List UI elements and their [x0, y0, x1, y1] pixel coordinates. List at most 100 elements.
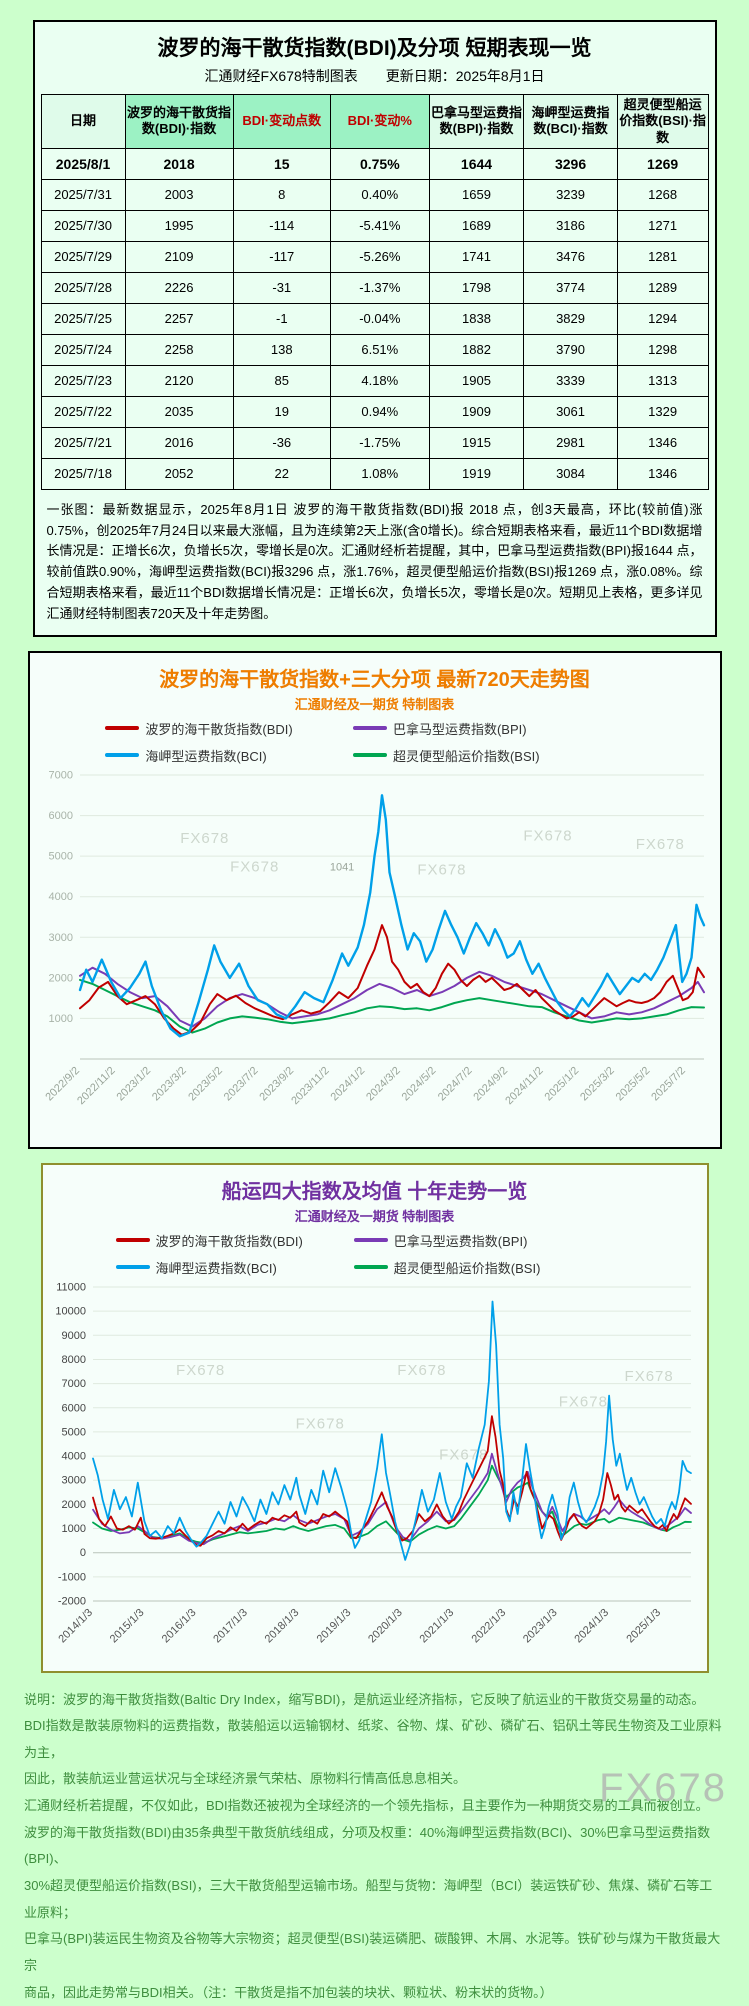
svg-text:FX678: FX678 — [176, 1361, 225, 1378]
svg-text:2015/1/3: 2015/1/3 — [107, 1606, 146, 1645]
notes-text: 说明：波罗的海干散货指数(Baltic Dry Index，缩写BDI)，是航运… — [14, 1673, 735, 2006]
table-cell: -114 — [232, 209, 331, 242]
table-cell: 3239 — [523, 178, 618, 211]
chart-10y-legend: 波罗的海干散货指数(BDI) 巴拿马型运费指数(BPI) 海岬型运费指数(BCI) 超… — [115, 1231, 634, 1277]
table-row: 2025/7/18 2052 22 1.08% 1919 3084 1346 — [40, 457, 709, 490]
legend-label: 海岬型运费指数(BCI) — [155, 1260, 277, 1276]
chart-720-legend: 波罗的海干散货指数(BDI) 巴拿马型运费指数(BPI) 海岬型运费指数(BCI) 超… — [105, 719, 643, 765]
chart-720-title: 波罗的海干散货指数+三大分项 最新720天走势图 — [159, 668, 590, 691]
svg-text:2025/3/2: 2025/3/2 — [578, 1064, 617, 1103]
legend-line-swatch — [353, 1265, 388, 1270]
svg-text:2024/3/2: 2024/3/2 — [364, 1064, 403, 1103]
svg-text:2023/1/2: 2023/1/2 — [114, 1064, 153, 1103]
table-cell: 2025/7/25 — [40, 302, 126, 335]
table-row: 2025/7/23 2120 85 4.18% 1905 3339 1313 — [40, 364, 709, 397]
legend-item: 波罗的海干散货指数(BDI) — [115, 1231, 354, 1250]
svg-text:FX678: FX678 — [635, 835, 684, 852]
page-title: 波罗的海干散货指数(BDI)及分项 短期表现一览 — [157, 37, 592, 60]
table-cell: 1268 — [616, 178, 709, 211]
table-row: 2025/7/21 2016 -36 -1.75% 1915 2981 1346 — [40, 426, 709, 459]
column-header: 超灵便型船运价指数(BSI)·指数 — [616, 94, 709, 149]
table-header: 日期 波罗的海干散货指数(BDI)·指数 BDI·变动点数 BDI·变动% 巴拿马型运费… — [40, 94, 709, 149]
table-cell: 0.75% — [329, 147, 430, 180]
table-cell: 1644 — [428, 147, 525, 180]
legend-label: 巴拿马型运费指数(BPI) — [393, 1233, 528, 1249]
table-cell: 3061 — [523, 395, 618, 428]
chart-720-section: 波罗的海干散货指数+三大分项 最新720天走势图 汇通财经及一期货 特制图表 波… — [27, 650, 722, 1149]
svg-text:FX678: FX678 — [624, 1368, 673, 1385]
svg-text:2025/5/2: 2025/5/2 — [613, 1064, 652, 1103]
table-cell: 1915 — [428, 426, 525, 459]
chart-10y-section: 船运四大指数及均值 十年走势一览 汇通财经及一期货 特制图表 波罗的海干散货指数… — [40, 1162, 709, 1673]
table-cell: 1995 — [124, 209, 234, 242]
table-cell: 0.40% — [329, 178, 430, 211]
table-cell: 15 — [232, 147, 331, 180]
table-cell: 1659 — [428, 178, 525, 211]
table-cell: 1298 — [616, 333, 709, 366]
legend-label: 波罗的海干散货指数(BDI) — [145, 721, 293, 737]
legend-line-swatch — [352, 753, 387, 758]
table-cell: 1313 — [616, 364, 709, 397]
svg-text:2016/1/3: 2016/1/3 — [159, 1606, 198, 1645]
table-cell: 2016 — [124, 426, 234, 459]
fx678-watermark: FX678 — [599, 1766, 727, 1810]
legend-line-swatch — [105, 726, 140, 731]
table-cell: 1838 — [428, 302, 525, 335]
svg-text:2023/7/2: 2023/7/2 — [221, 1064, 260, 1103]
table-cell: 1919 — [428, 457, 525, 490]
short-term-table-section: 波罗的海干散货指数(BDI)及分项 短期表现一览 汇通财经FX678特制图表 更新… — [32, 20, 717, 637]
table-row: 2025/7/25 2257 -1 -0.04% 1838 3829 1294 — [40, 302, 709, 335]
note-line: BDI指数是散装原物料的运费指数，散装船运以运输钢材、纸浆、谷物、煤、矿砂、磷矿… — [24, 1718, 722, 1760]
svg-text:FX678: FX678 — [417, 861, 466, 878]
table-cell: 2025/7/18 — [40, 457, 126, 490]
table-row: 2025/7/29 2109 -117 -5.26% 1741 3476 1281 — [40, 240, 709, 273]
table-cell: 1741 — [428, 240, 525, 273]
note-line: 波罗的海干散货指数(BDI)由35条典型干散货航线组成，分项及权重：40%海岬型… — [24, 1824, 711, 1867]
table-cell: 0.94% — [329, 395, 430, 428]
column-header: 波罗的海干散货指数(BDI)·指数 — [124, 94, 234, 149]
table-cell: 3476 — [523, 240, 618, 273]
table-cell: -5.26% — [329, 240, 430, 273]
svg-text:2000: 2000 — [48, 972, 72, 984]
svg-text:2017/1/3: 2017/1/3 — [211, 1606, 250, 1645]
legend-line-swatch — [115, 1238, 150, 1243]
legend-line-swatch — [105, 753, 140, 758]
table-row: 2025/8/1 2018 15 0.75% 1644 3296 1269 — [40, 147, 709, 180]
legend-line-swatch — [353, 1238, 388, 1243]
table-cell: 19 — [232, 395, 331, 428]
table-cell: 1909 — [428, 395, 525, 428]
table-cell: 1289 — [616, 271, 709, 304]
svg-text:2023/11/2: 2023/11/2 — [289, 1064, 332, 1107]
svg-text:2024/5/2: 2024/5/2 — [399, 1064, 438, 1103]
legend-label: 海岬型运费指数(BCI) — [145, 748, 267, 764]
table-cell: 138 — [232, 333, 331, 366]
table-cell: 1905 — [428, 364, 525, 397]
summary-text: 一张图：最新数据显示，2025年8月1日 波罗的海干散货指数(BDI)报 201… — [46, 501, 703, 621]
note-line: 商品，因此走势常与BDI相关。（注：干散货是指不加包装的块状、颗粒状、粉末状的货… — [24, 1984, 553, 2000]
table-cell: 3084 — [523, 457, 618, 490]
svg-text:2023/5/2: 2023/5/2 — [186, 1064, 225, 1103]
svg-text:7000: 7000 — [61, 1378, 85, 1390]
svg-text:FX678: FX678 — [439, 1446, 488, 1463]
bdi-short-term-table: 日期 波罗的海干散货指数(BDI)·指数 BDI·变动点数 BDI·变动% 巴拿马型运费… — [40, 94, 709, 490]
table-cell: 22 — [232, 457, 331, 490]
svg-text:2000: 2000 — [61, 1498, 85, 1510]
table-cell: 2025/7/30 — [40, 209, 126, 242]
table-cell: 4.18% — [329, 364, 430, 397]
svg-text:1000: 1000 — [48, 1012, 72, 1024]
svg-text:4000: 4000 — [48, 891, 72, 903]
line-chart-10y: -2000 -1000 0 1000 2000 3000 4000 5000 6000 7000 8… — [55, 1281, 692, 1645]
table-row: 2025/7/22 2035 19 0.94% 1909 3061 1329 — [40, 395, 709, 428]
table-cell: -1.75% — [329, 426, 430, 459]
svg-text:1041: 1041 — [329, 861, 353, 873]
svg-text:FX678: FX678 — [295, 1415, 344, 1432]
table-cell: 2025/7/24 — [40, 333, 126, 366]
svg-text:2025/1/2: 2025/1/2 — [542, 1064, 581, 1103]
svg-text:10000: 10000 — [55, 1305, 86, 1317]
legend-label: 巴拿马型运费指数(BPI) — [392, 721, 527, 737]
svg-text:2022/1/3: 2022/1/3 — [469, 1606, 508, 1645]
chart-720-subtitle: 汇通财经及一期货 特制图表 — [294, 696, 455, 712]
table-cell: 1329 — [616, 395, 709, 428]
legend-item: 超灵便型船运价指数(BSI) — [353, 1258, 634, 1277]
svg-text:6000: 6000 — [48, 810, 72, 822]
